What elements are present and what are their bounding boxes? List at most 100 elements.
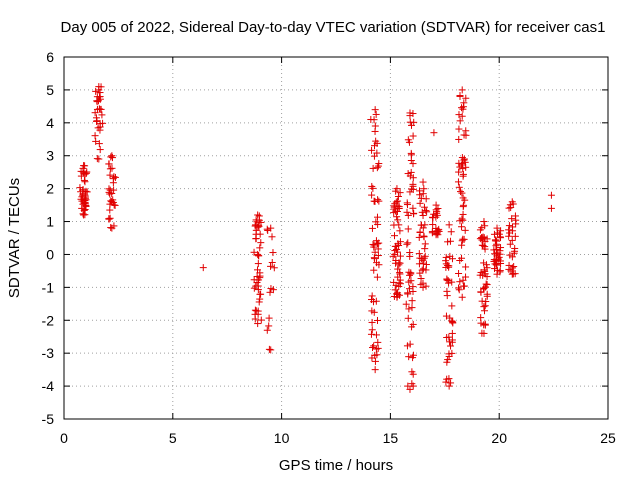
data-point <box>402 300 410 308</box>
data-point <box>445 221 453 229</box>
data-point <box>373 316 381 324</box>
data-point <box>511 247 519 255</box>
data-point <box>370 342 378 350</box>
data-point <box>252 226 260 234</box>
data-point <box>448 336 456 344</box>
data-point <box>106 165 114 173</box>
data-point <box>458 237 466 245</box>
data-point <box>394 265 402 273</box>
y-tick-label: 2 <box>46 181 54 197</box>
data-point <box>407 168 415 176</box>
data-point <box>419 178 427 186</box>
data-point <box>199 264 207 272</box>
data-point <box>404 382 412 390</box>
data-point <box>456 217 464 225</box>
data-point <box>480 303 488 311</box>
data-point <box>455 159 463 167</box>
data-point <box>396 269 404 277</box>
data-point <box>373 259 381 267</box>
data-point <box>460 155 468 163</box>
data-point <box>420 185 428 193</box>
data-point <box>455 111 463 119</box>
data-point <box>392 259 400 267</box>
data-point <box>448 302 456 310</box>
y-tick-label: 4 <box>46 115 54 131</box>
data-point <box>404 239 412 247</box>
data-point <box>404 290 412 298</box>
data-point <box>434 204 442 212</box>
data-point <box>416 228 424 236</box>
data-point <box>462 263 470 271</box>
data-point <box>256 244 264 252</box>
data-point <box>405 353 413 361</box>
data-point <box>459 105 467 113</box>
data-point <box>409 370 417 378</box>
data-point <box>446 237 454 245</box>
data-point <box>409 160 417 168</box>
data-point <box>421 240 429 248</box>
data-point <box>479 233 487 241</box>
data-point <box>393 293 401 301</box>
data-point <box>448 329 456 337</box>
y-tick-label: 1 <box>46 214 54 230</box>
x-axis-title: GPS time / hours <box>279 457 393 474</box>
grid-lines <box>64 57 608 419</box>
data-point <box>408 304 416 312</box>
data-point <box>458 86 466 94</box>
data-point <box>494 249 502 257</box>
data-point <box>506 240 514 248</box>
data-point <box>404 211 412 219</box>
data-point <box>254 211 262 219</box>
data-point <box>429 214 437 222</box>
data-point <box>92 137 100 145</box>
data-point <box>95 140 103 148</box>
data-point <box>480 284 488 292</box>
data-point <box>368 354 376 362</box>
data-point <box>107 224 115 232</box>
data-point <box>455 286 463 294</box>
data-point <box>481 237 489 245</box>
data-point <box>407 151 415 159</box>
y-tick-label: -1 <box>42 279 55 295</box>
data-point <box>459 203 467 211</box>
data-point <box>370 254 378 262</box>
data-point <box>269 286 277 294</box>
data-point <box>263 326 271 334</box>
data-point <box>508 215 516 223</box>
data-point <box>409 132 417 140</box>
data-point <box>458 112 466 120</box>
data-point <box>505 232 513 240</box>
data-point <box>108 152 116 160</box>
data-point <box>371 357 379 365</box>
data-point <box>373 273 381 281</box>
y-tick-labels: -5 -4 -3 -2 -1 0 1 2 3 4 5 6 <box>42 49 55 427</box>
data-point <box>455 125 463 133</box>
data-point <box>428 229 436 237</box>
data-point <box>408 297 416 305</box>
data-point <box>458 223 466 231</box>
data-point <box>490 246 498 254</box>
data-point <box>404 225 412 233</box>
data-point <box>493 270 501 278</box>
data-point <box>456 117 464 125</box>
data-point <box>371 122 379 130</box>
data-point <box>419 190 427 198</box>
data-point <box>447 342 455 350</box>
data-point <box>429 221 437 229</box>
data-point <box>270 264 278 272</box>
data-point <box>373 139 381 147</box>
data-point <box>405 268 413 276</box>
data-point <box>460 99 468 107</box>
data-point <box>267 262 275 270</box>
data-point <box>373 164 381 172</box>
data-point <box>371 106 379 114</box>
data-point <box>390 209 398 217</box>
data-point <box>255 216 263 224</box>
y-tick-label: 3 <box>46 148 54 164</box>
data-point <box>456 278 464 286</box>
data-point <box>373 240 381 248</box>
data-point <box>409 174 417 182</box>
data-point <box>406 109 414 117</box>
data-point <box>409 180 417 188</box>
data-point <box>108 224 116 232</box>
